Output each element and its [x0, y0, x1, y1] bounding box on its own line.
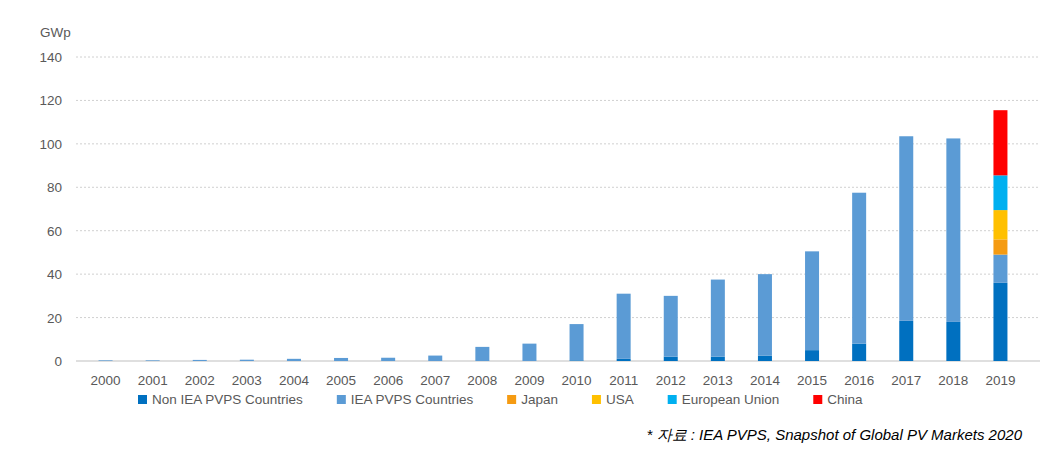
x-tick-label: 2013 — [703, 373, 733, 388]
grid-line — [76, 317, 1040, 318]
x-tick-label: 2015 — [797, 373, 827, 388]
y-tick-label: 60 — [47, 224, 62, 239]
bar-segment — [805, 350, 819, 361]
grid-line — [76, 230, 1040, 231]
bar-segment — [711, 357, 725, 361]
legend-label: European Union — [682, 392, 780, 407]
legend-swatch — [138, 395, 147, 404]
bar-segment — [334, 358, 348, 361]
bar-segment — [570, 324, 584, 360]
chart: 0 20 40 60 80 100 120 140 GWp 2000 2001 2002 2003 200… — [0, 0, 1058, 452]
bar-segment — [99, 361, 113, 362]
bar-segment — [522, 344, 536, 361]
grid-line — [76, 100, 1040, 101]
bar-segment — [852, 344, 866, 361]
bar-segment — [993, 175, 1007, 210]
bar-segment — [805, 251, 819, 350]
y-tick-label: 120 — [39, 93, 62, 108]
bar-segment — [993, 110, 1007, 175]
y-tick-label: 40 — [47, 267, 62, 282]
x-tick-label: 2012 — [656, 373, 686, 388]
x-tick-label: 2019 — [985, 373, 1015, 388]
y-tick-label: 0 — [54, 354, 62, 369]
x-tick-label: 2016 — [844, 373, 874, 388]
x-tick-label: 2014 — [750, 373, 781, 388]
x-tick-label: 2003 — [232, 373, 262, 388]
bar-segment — [428, 356, 442, 361]
bar-segment — [475, 347, 489, 361]
bar-segment — [240, 361, 254, 362]
bar-segment — [381, 358, 395, 361]
bar-segment — [946, 322, 960, 361]
x-tick-label: 2011 — [609, 373, 638, 388]
x-tick-label: 2009 — [514, 373, 544, 388]
x-tick-label: 2005 — [326, 373, 356, 388]
bar-segment — [193, 360, 207, 361]
legend-label: Japan — [521, 392, 558, 407]
legend-label: IEA PVPS Countries — [351, 392, 474, 407]
bar-segment — [664, 296, 678, 357]
bar-segment — [993, 210, 1007, 239]
legend-label: USA — [606, 392, 634, 407]
bar-segment — [758, 356, 772, 361]
grid-line — [76, 143, 1040, 144]
legend-swatch — [337, 395, 346, 404]
bar-segment — [993, 239, 1007, 254]
bar-segment — [146, 360, 160, 361]
legend: Non IEA PVPS Countries IEA PVPS Countries… — [138, 392, 863, 407]
y-tick-label: 80 — [47, 180, 62, 195]
y-tick-label: 140 — [39, 50, 62, 65]
bar-segment — [664, 357, 678, 361]
x-tick-label: 2017 — [891, 373, 921, 388]
grid-line — [76, 361, 1040, 362]
legend-label: Non IEA PVPS Countries — [152, 392, 303, 407]
x-tick-label: 2008 — [467, 373, 497, 388]
grid-line — [76, 187, 1040, 188]
bar-segment — [287, 359, 301, 361]
bar-segment — [711, 280, 725, 357]
bar-segment — [193, 361, 207, 362]
bar-segment — [899, 321, 913, 361]
x-tick-label: 2004 — [279, 373, 310, 388]
source-note: * 자료 : IEA PVPS, Snapshot of Global PV M… — [647, 426, 1023, 443]
x-tick-label: 2006 — [373, 373, 403, 388]
bar-segment — [899, 136, 913, 321]
bar-segment — [946, 138, 960, 321]
x-tick-label: 2001 — [138, 373, 168, 388]
y-tick-label: 100 — [39, 137, 62, 152]
y-axis-label: GWp — [40, 25, 71, 40]
grid-line — [76, 57, 1040, 58]
bar-segment — [617, 294, 631, 359]
y-tick-label: 20 — [47, 311, 62, 326]
legend-label: China — [827, 392, 863, 407]
x-tick-label: 2018 — [938, 373, 968, 388]
legend-swatch — [813, 395, 822, 404]
legend-swatch — [507, 395, 516, 404]
bar-segment — [993, 255, 1007, 283]
bar-segment — [993, 283, 1007, 361]
bar-segment — [99, 360, 113, 361]
bar-segment — [758, 274, 772, 355]
bar-segment — [240, 360, 254, 361]
grid-line — [76, 274, 1040, 275]
x-tick-label: 2000 — [91, 373, 121, 388]
legend-swatch — [668, 395, 677, 404]
legend-swatch — [592, 395, 601, 404]
bar-segment — [146, 361, 160, 362]
bar-segment — [617, 359, 631, 361]
bar-segment — [852, 193, 866, 344]
bars — [99, 110, 1008, 361]
x-tick-label: 2010 — [562, 373, 592, 388]
x-tick-label: 2007 — [420, 373, 450, 388]
x-tick-label: 2002 — [185, 373, 215, 388]
